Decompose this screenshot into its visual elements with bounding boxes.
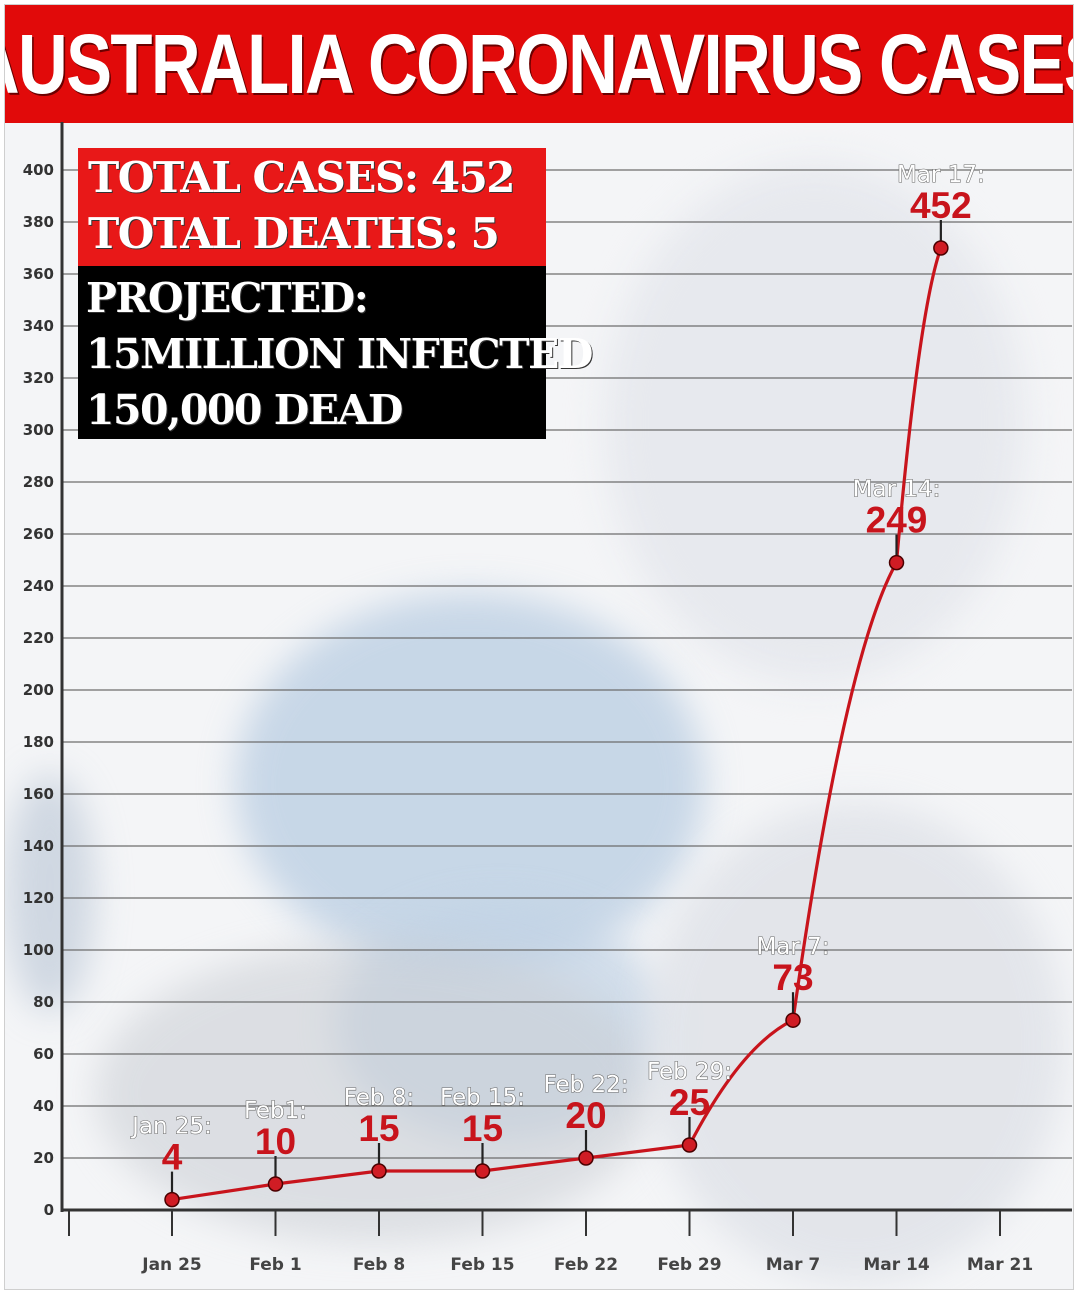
value-label: 452 [910, 185, 972, 226]
y-tick-label: 220 [23, 629, 54, 647]
series-path [171, 247, 943, 1202]
y-tick-label: 20 [33, 1149, 54, 1167]
value-label: 25 [669, 1082, 710, 1123]
title-banner: AUSTRALIA CORONAVIRUS CASES [5, 5, 1073, 123]
projected-heading: PROJECTED: [86, 274, 369, 322]
y-tick-label: 200 [23, 681, 54, 699]
y-tick-label: 80 [33, 993, 54, 1011]
data-point [888, 554, 905, 571]
projection-box: PROJECTED: 15MILLION INFECTED 150,000 DE… [78, 266, 593, 439]
date-label: Feb 22: [543, 1072, 628, 1098]
y-tick-label: 360 [23, 265, 54, 283]
y-tick-label: 300 [23, 421, 54, 439]
value-label: 20 [565, 1095, 606, 1136]
data-point [371, 1163, 387, 1179]
data-point [474, 1163, 491, 1179]
value-label: 4 [162, 1137, 183, 1178]
value-label: 10 [255, 1121, 296, 1162]
projected-infected-text: 15MILLION INFECTED [86, 330, 593, 378]
y-tick-label: 240 [23, 577, 54, 595]
data-point [164, 1191, 180, 1208]
date-label: Feb 8: [344, 1085, 414, 1111]
y-tick-label: 180 [23, 733, 54, 751]
y-tick-label: 40 [33, 1097, 54, 1115]
x-tick-label: Feb 29 [657, 1255, 721, 1275]
y-tick-label: 320 [23, 369, 54, 387]
totals-box: TOTAL CASES: 452 TOTAL DEATHS: 5 [78, 148, 546, 266]
background-photo [5, 123, 1073, 1289]
y-tick-label: 260 [23, 525, 54, 543]
x-tick-label: Jan 25 [141, 1255, 201, 1275]
date-label: Mar 7: [756, 934, 829, 960]
series-line [171, 247, 943, 1202]
x-tick-label: Feb 8 [353, 1255, 405, 1275]
value-label: 15 [358, 1108, 399, 1149]
y-tick-label: 380 [23, 213, 54, 231]
x-tick-label: Feb 22 [554, 1255, 618, 1275]
x-tick-label: Mar 7 [766, 1255, 821, 1275]
data-point [267, 1176, 284, 1192]
x-tick-label: Mar 14 [863, 1255, 930, 1275]
projected-dead-text: 150,000 DEAD [86, 386, 403, 434]
y-tick-label: 280 [23, 473, 54, 491]
y-tick-label: 160 [23, 785, 54, 803]
chart-title: AUSTRALIA CORONAVIRUS CASES [4, 16, 1074, 111]
total-deaths-text: TOTAL DEATHS: 5 [88, 209, 500, 258]
total-cases-text: TOTAL CASES: 452 [88, 153, 516, 202]
y-tick-label: 60 [33, 1045, 54, 1063]
y-tick-label: 140 [23, 837, 54, 855]
data-point [681, 1137, 698, 1153]
date-label: Mar 17: [897, 162, 985, 188]
x-tick-label: Mar 21 [967, 1255, 1033, 1275]
data-point [933, 240, 949, 256]
y-tick-label: 120 [23, 889, 54, 907]
data-point [785, 1012, 801, 1028]
date-label: Feb 15: [440, 1085, 525, 1111]
y-tick-label: 0 [44, 1201, 54, 1219]
x-tick-label: Feb 15 [450, 1255, 514, 1275]
y-tick-label: 340 [23, 317, 54, 335]
data-point [578, 1150, 594, 1166]
date-label: Feb 29: [647, 1059, 732, 1085]
gridlines [62, 169, 1072, 1159]
value-label: 15 [462, 1108, 503, 1149]
date-label: Feb1: [244, 1098, 307, 1124]
y-tick-label: 400 [23, 161, 54, 179]
value-label: 73 [772, 957, 813, 998]
axes: 0 20 40 60 80 100 120 140 160 180 200 220 240 260 280 3… [23, 122, 1072, 1275]
y-tick-label: 100 [23, 941, 54, 959]
x-tick-label: Feb 1 [249, 1255, 301, 1275]
date-label: Mar 14: [853, 477, 941, 503]
value-label: 249 [866, 500, 928, 541]
date-label: Jan 25: [130, 1114, 212, 1140]
